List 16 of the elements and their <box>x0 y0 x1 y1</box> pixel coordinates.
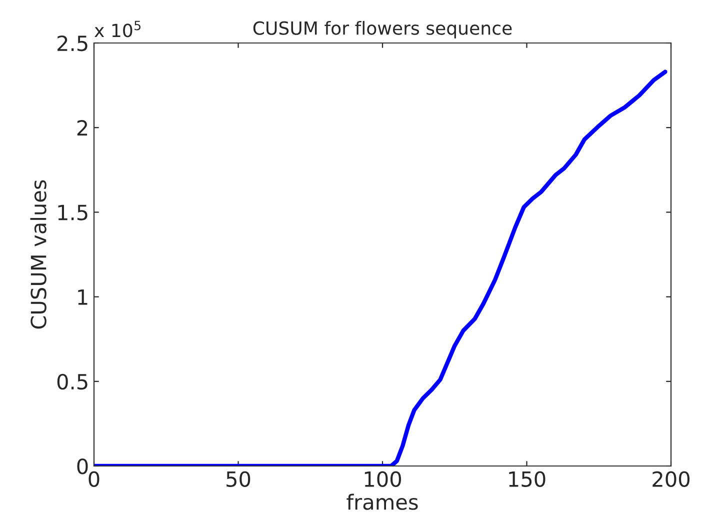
x-tick-label: 50 <box>226 471 250 487</box>
x-tick-label: 0 <box>88 471 100 487</box>
line-series <box>94 70 668 466</box>
y-tick-label: 0.5 <box>57 374 88 390</box>
x-tick-label: 200 <box>652 471 690 487</box>
y-tick-label: 2.5 <box>58 35 88 52</box>
y-axis-title: CUSUM values <box>30 180 46 329</box>
x-axis-title: frames <box>346 494 418 510</box>
chart-title: CUSUM for flowers sequence <box>253 20 512 38</box>
x-tick-label: 100 <box>364 471 401 487</box>
y-tick-label: 0 <box>77 458 88 474</box>
y-tick-label: 2 <box>77 120 88 136</box>
x-tick-label: 150 <box>509 471 546 487</box>
y-tick-label: 1.5 <box>58 204 88 220</box>
text: x 10$^{5}$ <box>94 20 141 38</box>
y-tick-label: 1 <box>78 290 88 305</box>
